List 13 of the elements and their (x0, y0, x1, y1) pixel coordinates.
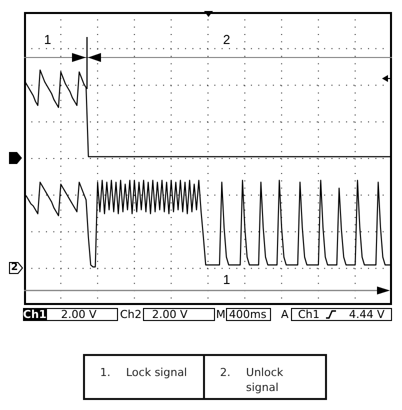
text: Ch1 (298, 308, 320, 321)
text: 4.44 V (349, 308, 385, 321)
text: 1 (44, 32, 52, 47)
text: 1 (223, 272, 230, 287)
text: 2 (223, 32, 230, 47)
text: Ch2 (120, 308, 142, 321)
text: A (281, 308, 289, 321)
text: Ch1 (23, 308, 47, 321)
text: 400ms (229, 308, 266, 321)
text: 2.00 V (152, 308, 188, 321)
caption-table: 1. Lock signal 2. Unlock signal (83, 354, 327, 400)
text: M (216, 308, 226, 321)
text: 2.00 V (61, 308, 97, 321)
